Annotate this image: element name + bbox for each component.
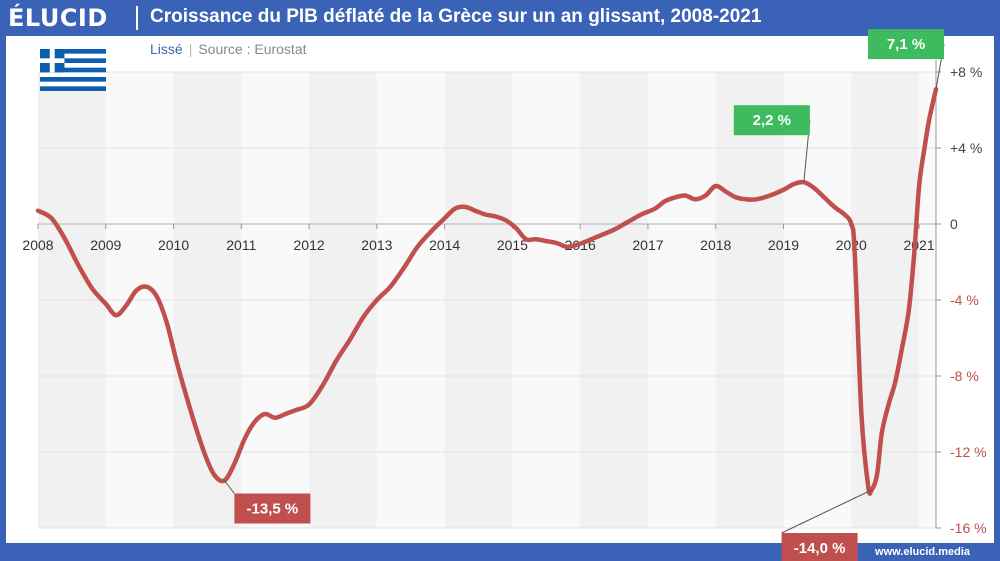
callout-label: 7,1 % bbox=[887, 36, 925, 53]
chart-subtitle: Lissé | Source : Eurostat bbox=[150, 41, 307, 57]
x-tick-label: 2010 bbox=[158, 237, 189, 253]
y-tick-label: +8 % bbox=[950, 64, 982, 80]
callout-box bbox=[868, 29, 944, 60]
callout-leader bbox=[223, 480, 235, 494]
x-tick-label: 2021 bbox=[903, 237, 934, 253]
x-tick-label: 2009 bbox=[90, 237, 121, 253]
y-tick-label: 0 bbox=[950, 216, 958, 232]
callout-label: -13,5 % bbox=[247, 501, 299, 518]
elucid-logo: ÉLUCID bbox=[8, 4, 108, 32]
series-layer bbox=[35, 86, 939, 496]
header-bar: ÉLUCID Croissance du PIB déflaté de la G… bbox=[0, 0, 1000, 36]
subtitle-separator: | bbox=[188, 41, 193, 57]
x-tick-label: 2015 bbox=[497, 237, 528, 253]
y-tick-label: -8 % bbox=[950, 368, 979, 384]
x-tick-label: 2014 bbox=[429, 237, 460, 253]
y-tick-label: +4 % bbox=[950, 140, 982, 156]
smoothing-label: Lissé bbox=[150, 41, 183, 57]
callout-box bbox=[234, 493, 311, 524]
x-tick-label: 2008 bbox=[22, 237, 53, 253]
y-tick-label: -12 % bbox=[950, 444, 987, 460]
x-tick-label: 2017 bbox=[632, 237, 663, 253]
footer-url[interactable]: www.elucid.media bbox=[875, 546, 970, 558]
callout-leader bbox=[781, 489, 872, 534]
callout-box bbox=[781, 533, 858, 561]
x-axis: 2008 2009 2010 2011 2012 2013 2014 2015 2016 2017… bbox=[22, 224, 935, 253]
greece-flag-icon bbox=[40, 49, 106, 91]
y-axis: +8 % +4 % 0 -4 % -8 % -12 % -16 % bbox=[935, 60, 987, 536]
gdp-growth-line bbox=[35, 86, 939, 496]
x-tick-label: 2020 bbox=[836, 237, 867, 253]
callout-label: 2,2 % bbox=[753, 112, 791, 129]
chart-title: Croissance du PIB déflaté de la Grèce su… bbox=[150, 6, 762, 27]
x-tick-label: 2018 bbox=[700, 237, 731, 253]
x-tick-label: 2013 bbox=[361, 237, 392, 253]
x-tick-label: 2012 bbox=[294, 237, 325, 253]
annotations-layer: -13,5 % 2,2 % -14,0 % 7,1 % bbox=[223, 29, 945, 561]
y-tick-label: -16 % bbox=[950, 520, 987, 536]
y-tick-label: -4 % bbox=[950, 292, 979, 308]
source-label: Source : Eurostat bbox=[198, 41, 307, 57]
x-tick-label: 2011 bbox=[226, 237, 256, 253]
callout-label: -14,0 % bbox=[794, 540, 846, 557]
callout-box bbox=[733, 105, 810, 136]
x-tick-label: 2019 bbox=[768, 237, 799, 253]
grid-lines bbox=[38, 71, 936, 529]
header-divider bbox=[136, 6, 138, 30]
